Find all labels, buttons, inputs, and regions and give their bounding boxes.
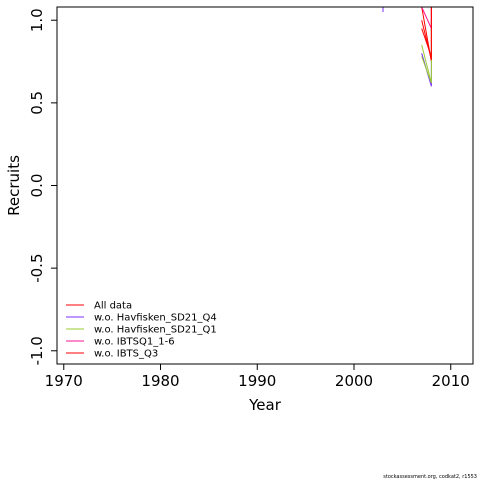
legend-label: w.o. Havfisken_SD21_Q1 bbox=[94, 325, 217, 336]
y-tick-label: -1.0 bbox=[28, 336, 46, 365]
legend-label: w.o. IBTSQ1_1-6 bbox=[94, 337, 175, 348]
x-tick-label: 1970 bbox=[45, 372, 83, 390]
x-tick-label: 2000 bbox=[335, 372, 373, 390]
x-axis-title: Year bbox=[248, 396, 282, 414]
legend-label: All data bbox=[94, 301, 132, 312]
y-tick-label: 0.5 bbox=[28, 91, 46, 115]
x-tick-label: 1980 bbox=[141, 372, 179, 390]
series-line-w-o-ibts-q3 bbox=[421, 7, 432, 61]
y-tick-label: -0.5 bbox=[28, 253, 46, 282]
y-axis-title: Recruits bbox=[5, 155, 23, 216]
y-tick-label: 0.0 bbox=[28, 174, 46, 198]
footnote: stockassessment.org, codkat2, r1553 bbox=[383, 474, 477, 480]
trace-layer bbox=[382, 7, 432, 87]
legend-label: w.o. IBTS_Q3 bbox=[94, 349, 158, 360]
x-axis: 1970 1980 1990 2000 2010 bbox=[45, 364, 470, 390]
x-tick-label: 2010 bbox=[432, 372, 470, 390]
x-tick-label: 1990 bbox=[238, 372, 276, 390]
legend-label: w.o. Havfisken_SD21_Q4 bbox=[94, 313, 217, 324]
y-tick-label: 1.0 bbox=[28, 8, 46, 32]
y-axis: -1.0 -0.5 0.0 0.5 1.0 bbox=[28, 8, 57, 365]
